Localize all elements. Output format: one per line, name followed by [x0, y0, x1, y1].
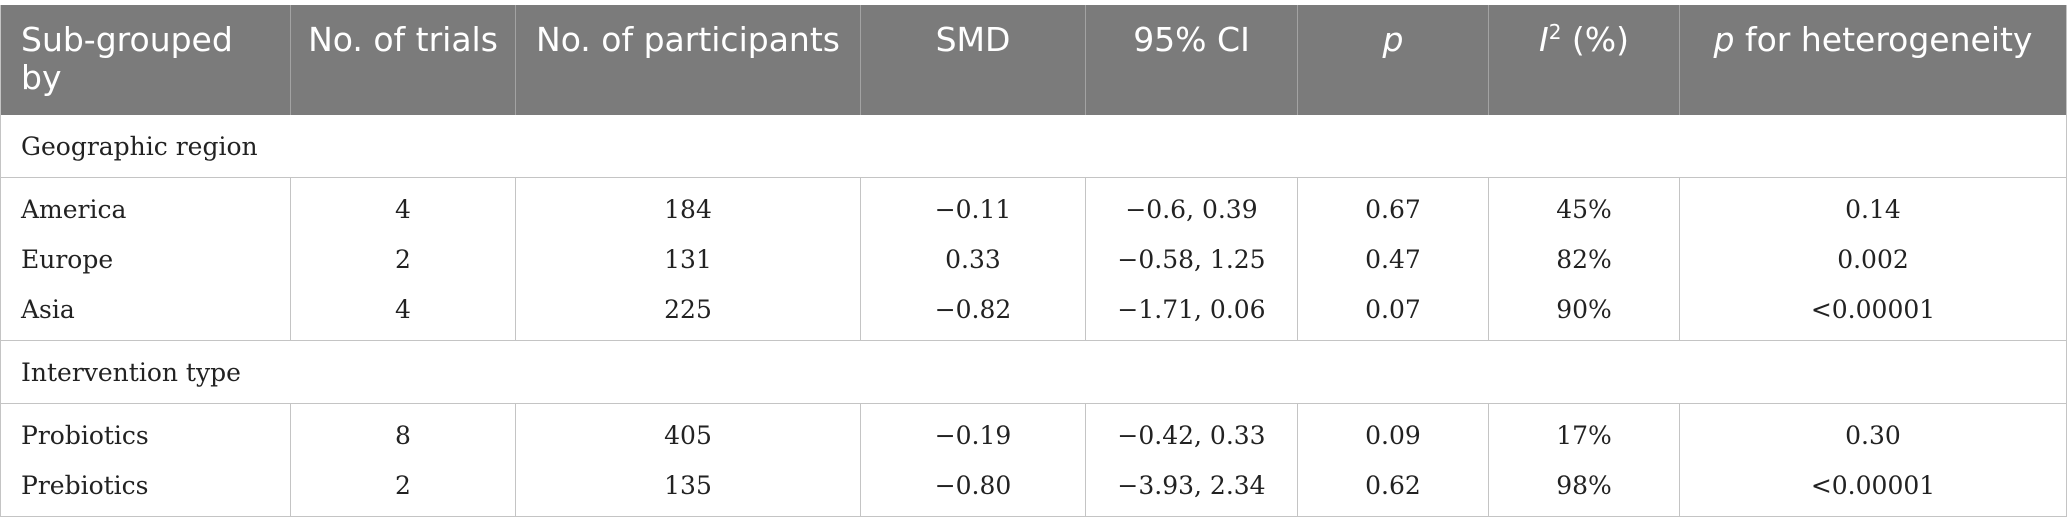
cell-subgroup: Prebiotics — [0, 460, 291, 517]
cell-p: 0.07 — [1297, 284, 1489, 341]
header-ci: 95% CI — [1085, 5, 1298, 115]
header-smd: SMD — [860, 5, 1086, 115]
cell-p-heterogeneity: 0.30 — [1679, 403, 2067, 460]
cell-i2: 45% — [1488, 177, 1680, 234]
cell-smd: −0.82 — [860, 284, 1086, 341]
subgroup-analysis-table-container: Sub-grouped by No. of trials No. of part… — [0, 5, 2067, 517]
header-participants: No. of participants — [515, 5, 861, 115]
group-row-geographic-region: Geographic region — [0, 115, 2067, 178]
cell-subgroup: Asia — [0, 284, 291, 341]
table-row: Prebiotics 2 135 −0.80 −3.93, 2.34 0.62 … — [0, 460, 2067, 517]
header-p-heterogeneity: p for heterogeneity — [1679, 5, 2067, 115]
header-row: Sub-grouped by No. of trials No. of part… — [0, 5, 2067, 115]
cell-i2: 98% — [1488, 460, 1680, 517]
header-subgroup: Sub-grouped by — [21, 20, 233, 97]
cell-ci: −1.71, 0.06 — [1085, 284, 1298, 341]
subgroup-analysis-table: Sub-grouped by No. of trials No. of part… — [0, 5, 2067, 517]
cell-trials: 8 — [290, 403, 516, 460]
cell-p-heterogeneity: <0.00001 — [1679, 284, 2067, 341]
cell-ci: −0.58, 1.25 — [1085, 234, 1298, 284]
header-i2-letter: I — [1538, 20, 1549, 59]
cell-i2: 17% — [1488, 403, 1680, 460]
cell-participants: 184 — [515, 177, 861, 234]
header-i2-rest: (%) — [1561, 20, 1630, 59]
cell-smd: −0.80 — [860, 460, 1086, 517]
group-label: Geographic region — [0, 115, 2067, 178]
table-row: Asia 4 225 −0.82 −1.71, 0.06 0.07 90% <0… — [0, 284, 2067, 341]
cell-participants: 405 — [515, 403, 861, 460]
cell-subgroup: Europe — [21, 244, 114, 274]
header-p-label: p — [1382, 20, 1404, 59]
group-row-intervention-type: Intervention type — [0, 340, 2067, 404]
cell-ci: −0.6, 0.39 — [1085, 177, 1298, 234]
cell-subgroup: America — [21, 194, 127, 224]
cell-smd: 0.33 — [860, 234, 1086, 284]
cell-p-heterogeneity: 0.002 — [1679, 234, 2067, 284]
cell-participants: 225 — [515, 284, 861, 341]
table-row: Europe 2 131 0.33 −0.58, 1.25 0.47 82% 0… — [1, 234, 2067, 284]
cell-participants: 131 — [515, 234, 861, 284]
cell-participants: 135 — [515, 460, 861, 517]
cell-ci: −0.42, 0.33 — [1085, 403, 1298, 460]
cell-p: 0.67 — [1297, 177, 1489, 234]
cell-smd: −0.19 — [860, 403, 1086, 460]
header-i2: I2 (%) — [1488, 5, 1680, 115]
header-p-het-rest: for heterogeneity — [1734, 20, 2033, 59]
cell-p-heterogeneity: <0.00001 — [1679, 460, 2067, 517]
cell-trials: 2 — [290, 234, 516, 284]
cell-p-heterogeneity: 0.14 — [1679, 177, 2067, 234]
cell-trials: 4 — [290, 177, 516, 234]
cell-i2: 82% — [1488, 234, 1680, 284]
cell-p: 0.47 — [1297, 234, 1489, 284]
group-label: Intervention type — [0, 340, 2067, 404]
cell-i2: 90% — [1488, 284, 1680, 341]
cell-p: 0.62 — [1297, 460, 1489, 517]
cell-smd: −0.11 — [860, 177, 1086, 234]
header-p: p — [1297, 5, 1489, 115]
cell-p: 0.09 — [1297, 403, 1489, 460]
cell-trials: 2 — [290, 460, 516, 517]
cell-ci: −3.93, 2.34 — [1085, 460, 1298, 517]
table-body: Geographic region America 4 184 −0.11 −0… — [0, 115, 2067, 517]
table-header: Sub-grouped by No. of trials No. of part… — [0, 5, 2067, 115]
table-row: America 4 184 −0.11 −0.6, 0.39 0.67 45% … — [1, 177, 2067, 234]
header-p-het-italic: p — [1713, 20, 1735, 59]
cell-trials: 4 — [290, 284, 516, 341]
cell-subgroup: Probiotics — [21, 420, 149, 450]
header-trials: No. of trials — [290, 5, 516, 115]
table-row: Probiotics 8 405 −0.19 −0.42, 0.33 0.09 … — [1, 403, 2067, 460]
header-i2-superscript: 2 — [1548, 20, 1562, 44]
